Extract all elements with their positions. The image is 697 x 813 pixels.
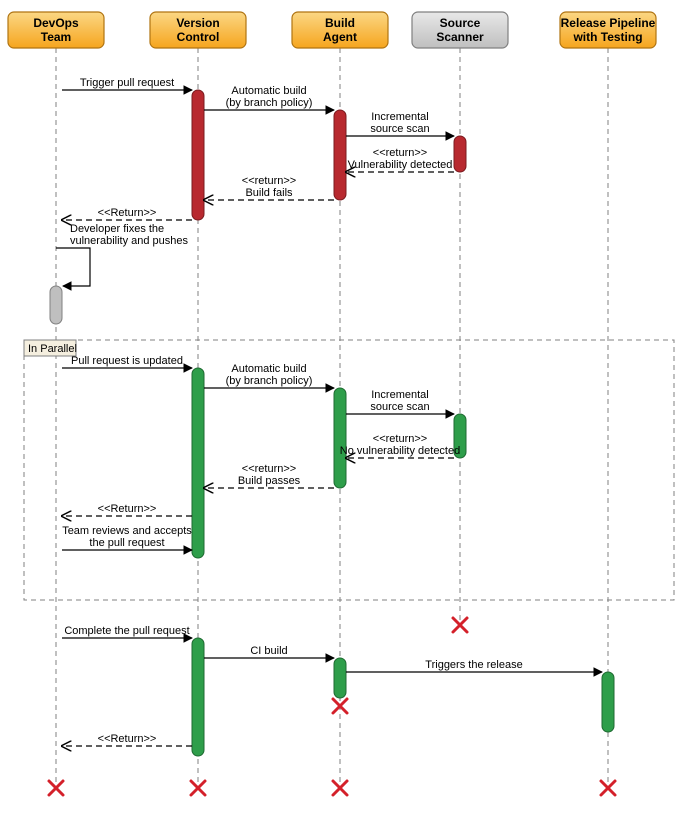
svg-text:Build passes: Build passes <box>238 475 301 487</box>
svg-text:Incremental: Incremental <box>371 111 428 123</box>
activation-bar <box>50 286 62 324</box>
self-message <box>56 248 90 286</box>
svg-text:the pull request: the pull request <box>89 537 164 549</box>
activation-bar <box>454 136 466 172</box>
svg-text:<<return>>: <<return>> <box>242 463 296 475</box>
svg-text:Scanner: Scanner <box>436 30 484 44</box>
destroy-x <box>601 781 615 795</box>
activation-bar <box>192 90 204 220</box>
svg-text:<<Return>>: <<Return>> <box>98 207 157 219</box>
svg-text:Agent: Agent <box>323 30 357 44</box>
svg-text:Pull request is updated: Pull request is updated <box>71 355 183 367</box>
destroy-x <box>333 699 347 713</box>
svg-text:Trigger pull request: Trigger pull request <box>80 77 174 89</box>
destroy-x <box>333 781 347 795</box>
svg-text:Build: Build <box>325 16 355 30</box>
svg-text:Team reviews and accepts: Team reviews and accepts <box>62 525 192 537</box>
svg-text:source scan: source scan <box>370 401 429 413</box>
svg-text:Triggers the release: Triggers the release <box>425 659 522 671</box>
activation-bar <box>334 388 346 488</box>
svg-text:(by branch policy): (by branch policy) <box>226 97 313 109</box>
svg-text:Build fails: Build fails <box>245 187 293 199</box>
svg-text:vulnerability and pushes: vulnerability and pushes <box>70 235 189 247</box>
parallel-frame <box>24 340 674 600</box>
svg-text:No vulnerability detected: No vulnerability detected <box>340 445 460 457</box>
svg-text:CI build: CI build <box>250 645 287 657</box>
destroy-x <box>453 618 467 632</box>
svg-text:Team: Team <box>41 30 71 44</box>
svg-text:Release Pipeline: Release Pipeline <box>561 16 656 30</box>
activation-bar <box>334 110 346 200</box>
activation-bar <box>192 368 204 558</box>
svg-text:Vulnerability detected: Vulnerability detected <box>348 159 453 171</box>
svg-text:<<return>>: <<return>> <box>373 147 427 159</box>
svg-text:with Testing: with Testing <box>572 30 642 44</box>
svg-text:Control: Control <box>177 30 220 44</box>
svg-text:In Parallel: In Parallel <box>28 343 77 355</box>
svg-text:Version: Version <box>176 16 219 30</box>
svg-text:Source: Source <box>440 16 481 30</box>
destroy-x <box>49 781 63 795</box>
svg-text:Complete the pull request: Complete the pull request <box>64 625 189 637</box>
svg-text:Automatic build: Automatic build <box>231 363 306 375</box>
svg-text:<<Return>>: <<Return>> <box>98 733 157 745</box>
destroy-x <box>191 781 205 795</box>
svg-text:<<return>>: <<return>> <box>373 433 427 445</box>
svg-text:DevOps: DevOps <box>33 16 79 30</box>
activation-bar <box>334 658 346 698</box>
svg-text:<<Return>>: <<Return>> <box>98 503 157 515</box>
svg-text:(by branch policy): (by branch policy) <box>226 375 313 387</box>
svg-text:Incremental: Incremental <box>371 389 428 401</box>
svg-text:Automatic build: Automatic build <box>231 85 306 97</box>
activation-bar <box>602 672 614 732</box>
svg-text:Developer fixes the: Developer fixes the <box>70 223 164 235</box>
svg-text:<<return>>: <<return>> <box>242 175 296 187</box>
svg-text:source scan: source scan <box>370 123 429 135</box>
activation-bar <box>192 638 204 756</box>
